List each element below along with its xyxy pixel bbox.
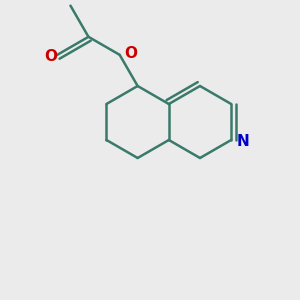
Text: O: O (44, 49, 57, 64)
Text: N: N (236, 134, 249, 148)
Text: O: O (124, 46, 138, 61)
